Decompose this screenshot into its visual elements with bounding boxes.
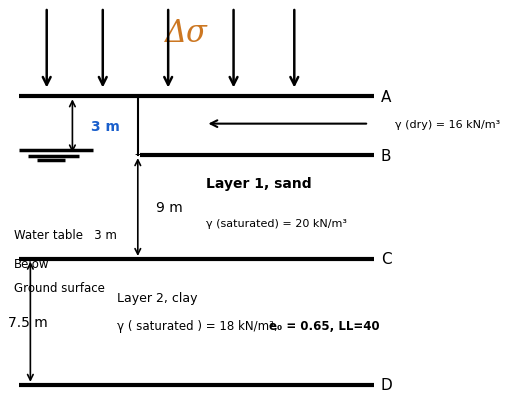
Text: Δσ: Δσ bbox=[166, 18, 208, 49]
Text: e₀ = 0.65, LL=40: e₀ = 0.65, LL=40 bbox=[269, 320, 379, 333]
Text: γ (dry) = 16 kN/m³: γ (dry) = 16 kN/m³ bbox=[394, 119, 500, 129]
Text: Ground surface: Ground surface bbox=[14, 281, 105, 294]
Text: D: D bbox=[381, 377, 392, 392]
Text: Layer 2, clay: Layer 2, clay bbox=[117, 291, 197, 304]
Text: B: B bbox=[381, 149, 391, 163]
Text: 9 m: 9 m bbox=[156, 200, 183, 215]
Text: Below: Below bbox=[14, 257, 50, 270]
Text: Layer 1, sand: Layer 1, sand bbox=[205, 176, 311, 190]
Text: Water table   3 m: Water table 3 m bbox=[14, 229, 117, 242]
Text: –: – bbox=[134, 147, 141, 160]
Text: A: A bbox=[381, 90, 391, 104]
Text: 3 m: 3 m bbox=[91, 119, 120, 134]
Text: 7.5 m: 7.5 m bbox=[8, 315, 48, 329]
Text: γ (saturated) = 20 kN/m³: γ (saturated) = 20 kN/m³ bbox=[205, 219, 346, 229]
Text: γ ( saturated ) = 18 kN/m³,: γ ( saturated ) = 18 kN/m³, bbox=[117, 320, 277, 333]
Text: C: C bbox=[381, 252, 391, 266]
